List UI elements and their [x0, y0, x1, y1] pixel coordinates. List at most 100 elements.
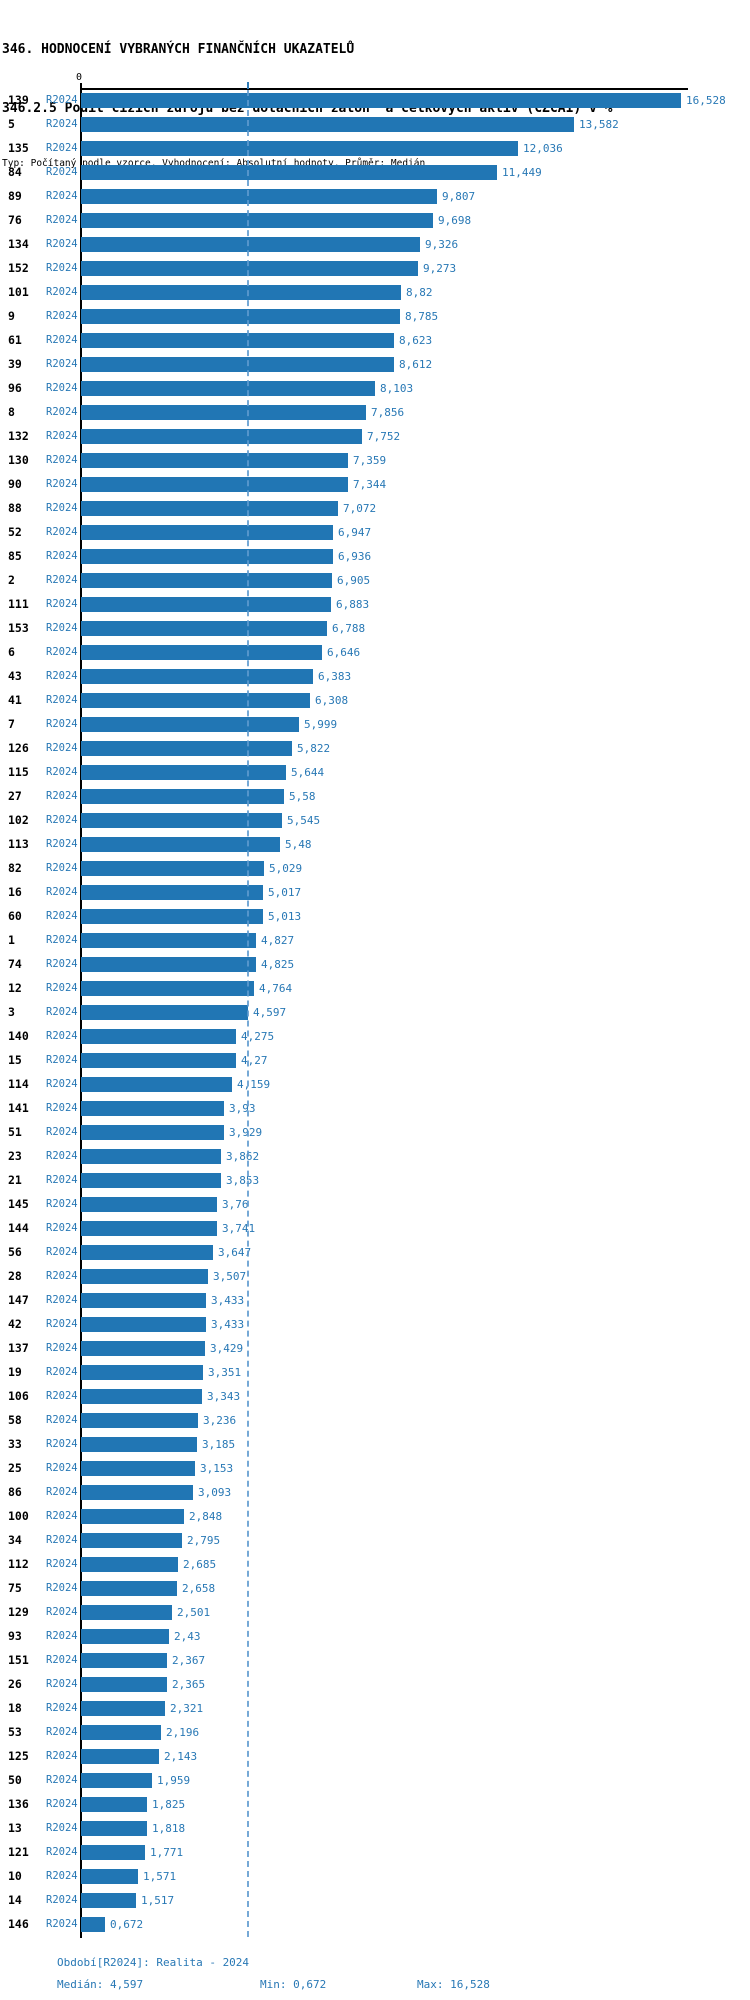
bar — [81, 740, 292, 756]
bar — [81, 1388, 202, 1404]
bar-row-period-label: R2024 — [46, 1246, 78, 1258]
bar-row: 125 R2024 2,143 — [0, 1744, 750, 1768]
bar-row: 3 R2024 4,597 — [0, 1000, 750, 1024]
bar-row-period-label: R2024 — [46, 286, 78, 298]
bar-row-period-label: R2024 — [46, 1558, 78, 1570]
bar — [81, 908, 263, 924]
bar-value-label: 2,365 — [172, 1678, 206, 1691]
bar-row: 139 R2024 16,528 — [0, 88, 750, 112]
bar — [81, 1844, 145, 1860]
bar-row-period-label: R2024 — [46, 1294, 78, 1306]
bar-row: 74 R2024 4,825 — [0, 952, 750, 976]
bar — [81, 1124, 224, 1140]
bar-row-id-label: 100 — [8, 1509, 29, 1523]
bar-row: 89 R2024 9,807 — [0, 184, 750, 208]
bar-row-id-label: 84 — [8, 165, 22, 179]
bar — [81, 1292, 206, 1308]
bar — [81, 500, 338, 516]
bar-value-label: 12,036 — [523, 142, 563, 155]
bar-value-label: 11,449 — [502, 166, 542, 179]
bar-row: 86 R2024 3,093 — [0, 1480, 750, 1504]
bar-row: 145 R2024 3,76 — [0, 1192, 750, 1216]
bar-row-period-label: R2024 — [46, 526, 78, 538]
bar-value-label: 6,947 — [338, 526, 372, 539]
bar-value-label: 6,308 — [315, 694, 349, 707]
footer-min-label: Min: 0,672 — [260, 1978, 327, 1991]
bar-row-id-label: 82 — [8, 861, 22, 875]
bar-value-label: 16,528 — [686, 94, 726, 107]
bar — [81, 860, 264, 876]
bar-row: 13 R2024 1,818 — [0, 1816, 750, 1840]
bar-row-period-label: R2024 — [46, 1582, 78, 1594]
bar-row: 106 R2024 3,343 — [0, 1384, 750, 1408]
bar-row: 135 R2024 12,036 — [0, 136, 750, 160]
bar-row: 56 R2024 3,647 — [0, 1240, 750, 1264]
bar-value-label: 3,929 — [229, 1126, 263, 1139]
bar-value-label: 3,429 — [210, 1342, 244, 1355]
bar-row-id-label: 41 — [8, 693, 22, 707]
bar — [81, 812, 282, 828]
bar-value-label: 7,856 — [371, 406, 405, 419]
bar-row-id-label: 130 — [8, 453, 29, 467]
bar-row-id-label: 121 — [8, 1845, 29, 1859]
bar-value-label: 2,501 — [177, 1606, 211, 1619]
bar-row: 140 R2024 4,275 — [0, 1024, 750, 1048]
bar-row: 84 R2024 11,449 — [0, 160, 750, 184]
bar — [81, 284, 401, 300]
bar-row: 1 R2024 4,827 — [0, 928, 750, 952]
bar-value-label: 5,999 — [304, 718, 338, 731]
bar — [81, 452, 348, 468]
bar — [81, 212, 433, 228]
bar-row: 27 R2024 5,58 — [0, 784, 750, 808]
bar — [81, 884, 263, 900]
bar — [81, 1724, 161, 1740]
bar-row-period-label: R2024 — [46, 1870, 78, 1882]
bar-row-id-label: 43 — [8, 669, 22, 683]
bar-value-label: 1,571 — [143, 1870, 177, 1883]
footer-median-label: Medián: 4,597 — [57, 1978, 144, 1991]
bar — [81, 1892, 136, 1908]
bar-row-period-label: R2024 — [46, 358, 78, 370]
bar — [81, 1364, 203, 1380]
bar-row-id-label: 6 — [8, 645, 15, 659]
bar-row-period-label: R2024 — [46, 1438, 78, 1450]
bar-value-label: 2,196 — [166, 1726, 200, 1739]
bar-row-period-label: R2024 — [46, 478, 78, 490]
bar — [81, 932, 256, 948]
bar-value-label: 1,818 — [152, 1822, 186, 1835]
bar — [81, 1268, 208, 1284]
bar-row: 115 R2024 5,644 — [0, 760, 750, 784]
bar — [81, 1868, 138, 1884]
bar-row-id-label: 23 — [8, 1149, 22, 1163]
bar-row-id-label: 140 — [8, 1029, 29, 1043]
bar — [81, 1700, 165, 1716]
bar-row: 26 R2024 2,365 — [0, 1672, 750, 1696]
bar-row-id-label: 102 — [8, 813, 29, 827]
bar-row-id-label: 7 — [8, 717, 15, 731]
bar-row-id-label: 28 — [8, 1269, 22, 1283]
bar — [81, 980, 254, 996]
bar — [81, 188, 437, 204]
bar — [81, 1628, 169, 1644]
bar-row: 18 R2024 2,321 — [0, 1696, 750, 1720]
bar-row: 102 R2024 5,545 — [0, 808, 750, 832]
bar-row-period-label: R2024 — [46, 1222, 78, 1234]
bar-row-period-label: R2024 — [46, 382, 78, 394]
bar — [81, 596, 331, 612]
bar-row: 23 R2024 3,862 — [0, 1144, 750, 1168]
bar-row: 100 R2024 2,848 — [0, 1504, 750, 1528]
bar — [81, 1508, 184, 1524]
bar-row: 58 R2024 3,236 — [0, 1408, 750, 1432]
bar-row: 75 R2024 2,658 — [0, 1576, 750, 1600]
bar-value-label: 5,48 — [285, 838, 312, 851]
bar-row-period-label: R2024 — [46, 1510, 78, 1522]
bar-row: 113 R2024 5,48 — [0, 832, 750, 856]
bar-row-period-label: R2024 — [46, 1174, 78, 1186]
bar-value-label: 1,825 — [152, 1798, 186, 1811]
bar-row-period-label: R2024 — [46, 1414, 78, 1426]
bar — [81, 1220, 217, 1236]
bar-row: 9 R2024 8,785 — [0, 304, 750, 328]
bar — [81, 1652, 167, 1668]
bar-row-id-label: 151 — [8, 1653, 29, 1667]
bar-row-id-label: 88 — [8, 501, 22, 515]
